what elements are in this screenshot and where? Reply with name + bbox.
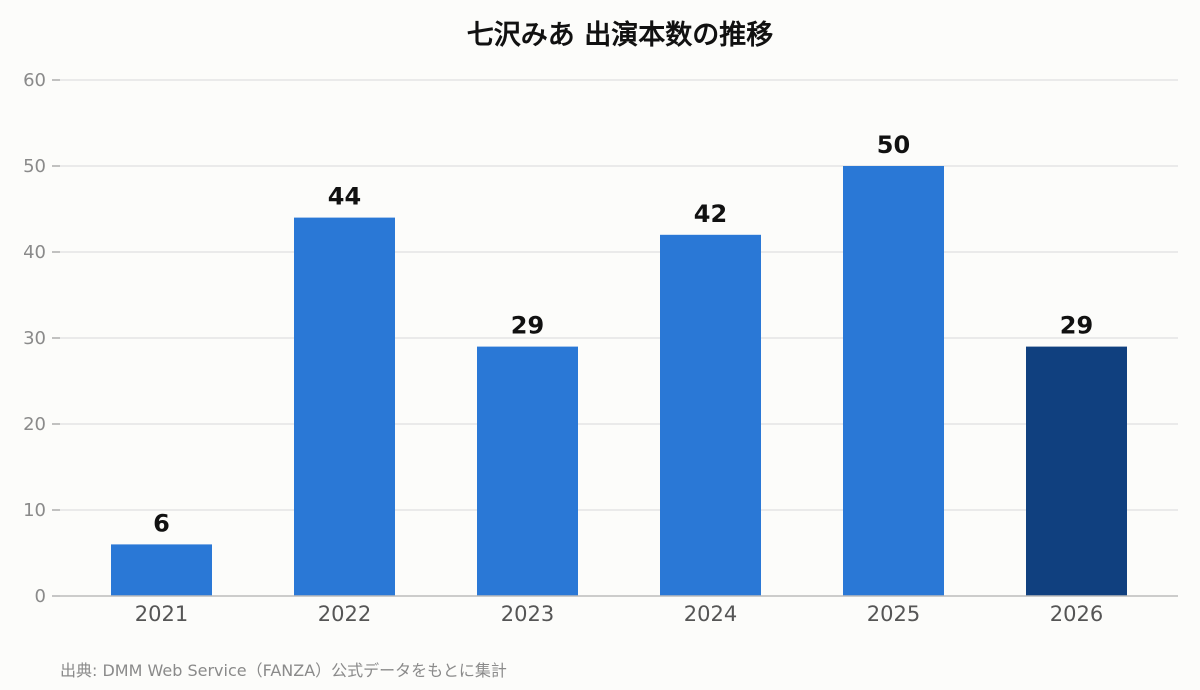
data-label-2025: 50	[877, 131, 910, 159]
bar-2022	[294, 217, 395, 596]
x-tick-label: 2024	[684, 602, 737, 626]
bar-2021	[111, 544, 212, 596]
y-tick-label: 20	[23, 414, 46, 435]
bar-2024	[660, 234, 761, 597]
bars	[111, 166, 1127, 597]
y-tick-label: 0	[35, 586, 46, 607]
x-tick-label: 2021	[135, 602, 188, 626]
data-labels: 6 44 29 42 50 29	[153, 131, 1093, 537]
x-tick-label: 2025	[867, 602, 920, 626]
gridlines: 0 10 20 30 40 50 60	[23, 70, 1178, 607]
bar-2025	[843, 166, 944, 596]
y-tick-label: 60	[23, 70, 46, 91]
y-tick-label: 50	[23, 156, 46, 177]
bar-2026	[1026, 346, 1127, 596]
x-tick-label: 2026	[1050, 602, 1103, 626]
y-tick-label: 10	[23, 500, 46, 521]
data-label-2023: 29	[511, 312, 544, 340]
data-label-2024: 42	[694, 200, 727, 228]
data-label-2022: 44	[328, 183, 361, 211]
y-tick-label: 30	[23, 328, 46, 349]
x-tick-label: 2022	[318, 602, 371, 626]
source-note: 出典: DMM Web Service（FANZA）公式データをもとに集計	[60, 661, 507, 680]
data-label-2021: 6	[153, 509, 170, 537]
x-axis: 2021 2022 2023 2024 2025 2026	[52, 595, 1178, 626]
x-tick-label: 2023	[501, 602, 554, 626]
y-tick-label: 40	[23, 242, 46, 263]
bar-2023	[477, 346, 578, 596]
data-label-2026: 29	[1060, 312, 1093, 340]
chart-title: 七沢みあ 出演本数の推移	[467, 19, 773, 51]
